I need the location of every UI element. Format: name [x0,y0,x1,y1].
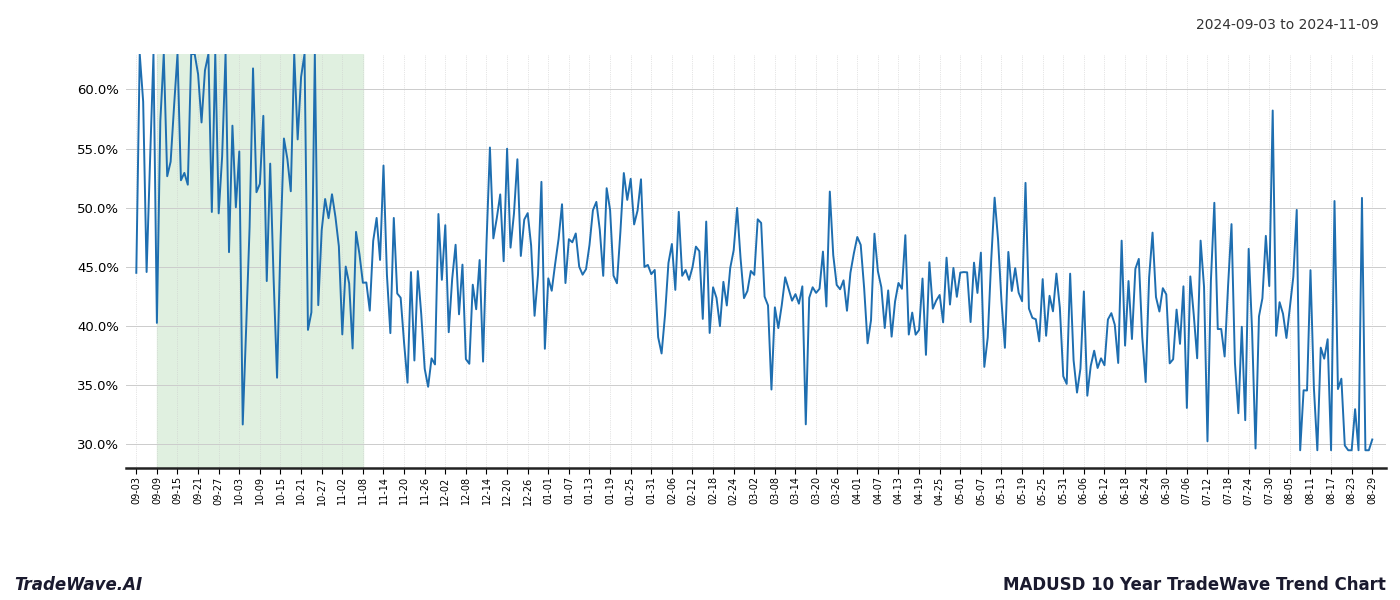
Bar [157,54,363,468]
Text: 2024-09-03 to 2024-11-09: 2024-09-03 to 2024-11-09 [1196,18,1379,32]
Text: TradeWave.AI: TradeWave.AI [14,576,143,594]
Text: MADUSD 10 Year TradeWave Trend Chart: MADUSD 10 Year TradeWave Trend Chart [1004,576,1386,594]
